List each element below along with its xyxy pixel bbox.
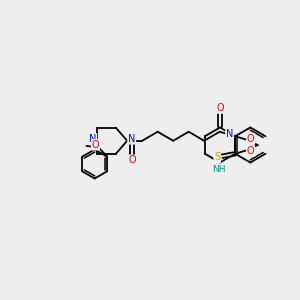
Text: S: S — [214, 152, 220, 163]
Text: O: O — [92, 140, 99, 150]
Text: N: N — [226, 129, 233, 139]
Text: O: O — [128, 155, 136, 165]
Text: NH: NH — [212, 165, 226, 174]
Text: O: O — [216, 103, 224, 113]
Text: O: O — [247, 146, 254, 156]
Text: N: N — [89, 134, 96, 144]
Text: O: O — [247, 134, 254, 144]
Text: N: N — [128, 134, 135, 144]
